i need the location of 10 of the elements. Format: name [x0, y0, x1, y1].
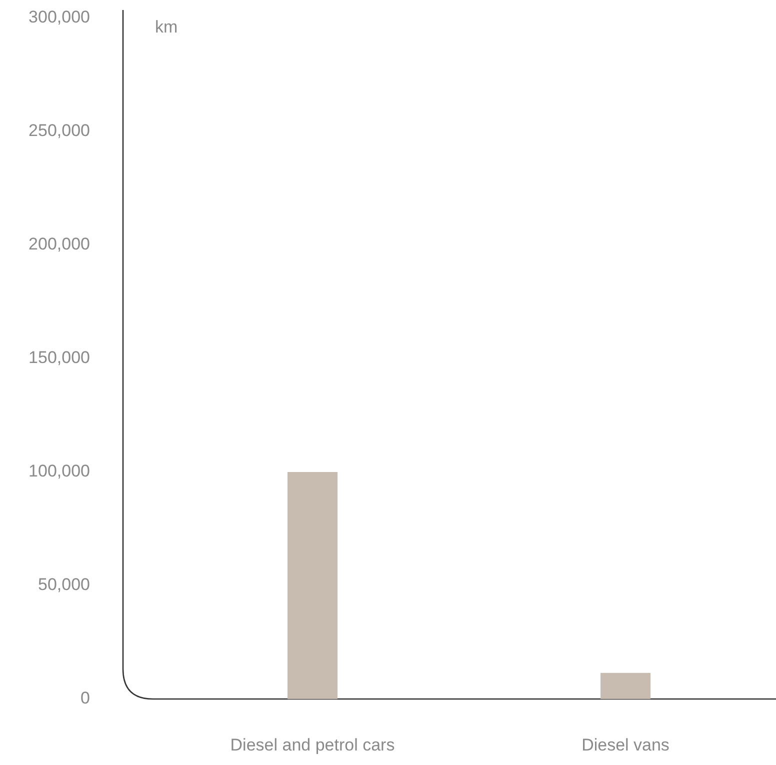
x-tick-label: Diesel and petrol cars — [230, 735, 395, 754]
y-tick-label: 200,000 — [28, 234, 90, 254]
y-tick-label: 250,000 — [28, 120, 90, 140]
y-tick-label: 0 — [80, 688, 90, 708]
y-tick-label: 50,000 — [38, 574, 90, 594]
y-tick-label: 150,000 — [28, 348, 90, 367]
y-tick-label: 100,000 — [28, 461, 90, 480]
y-axis-title: km — [155, 17, 178, 36]
y-tick-label: 300,000 — [28, 7, 90, 26]
x-tick-label: Diesel vans — [582, 735, 670, 754]
